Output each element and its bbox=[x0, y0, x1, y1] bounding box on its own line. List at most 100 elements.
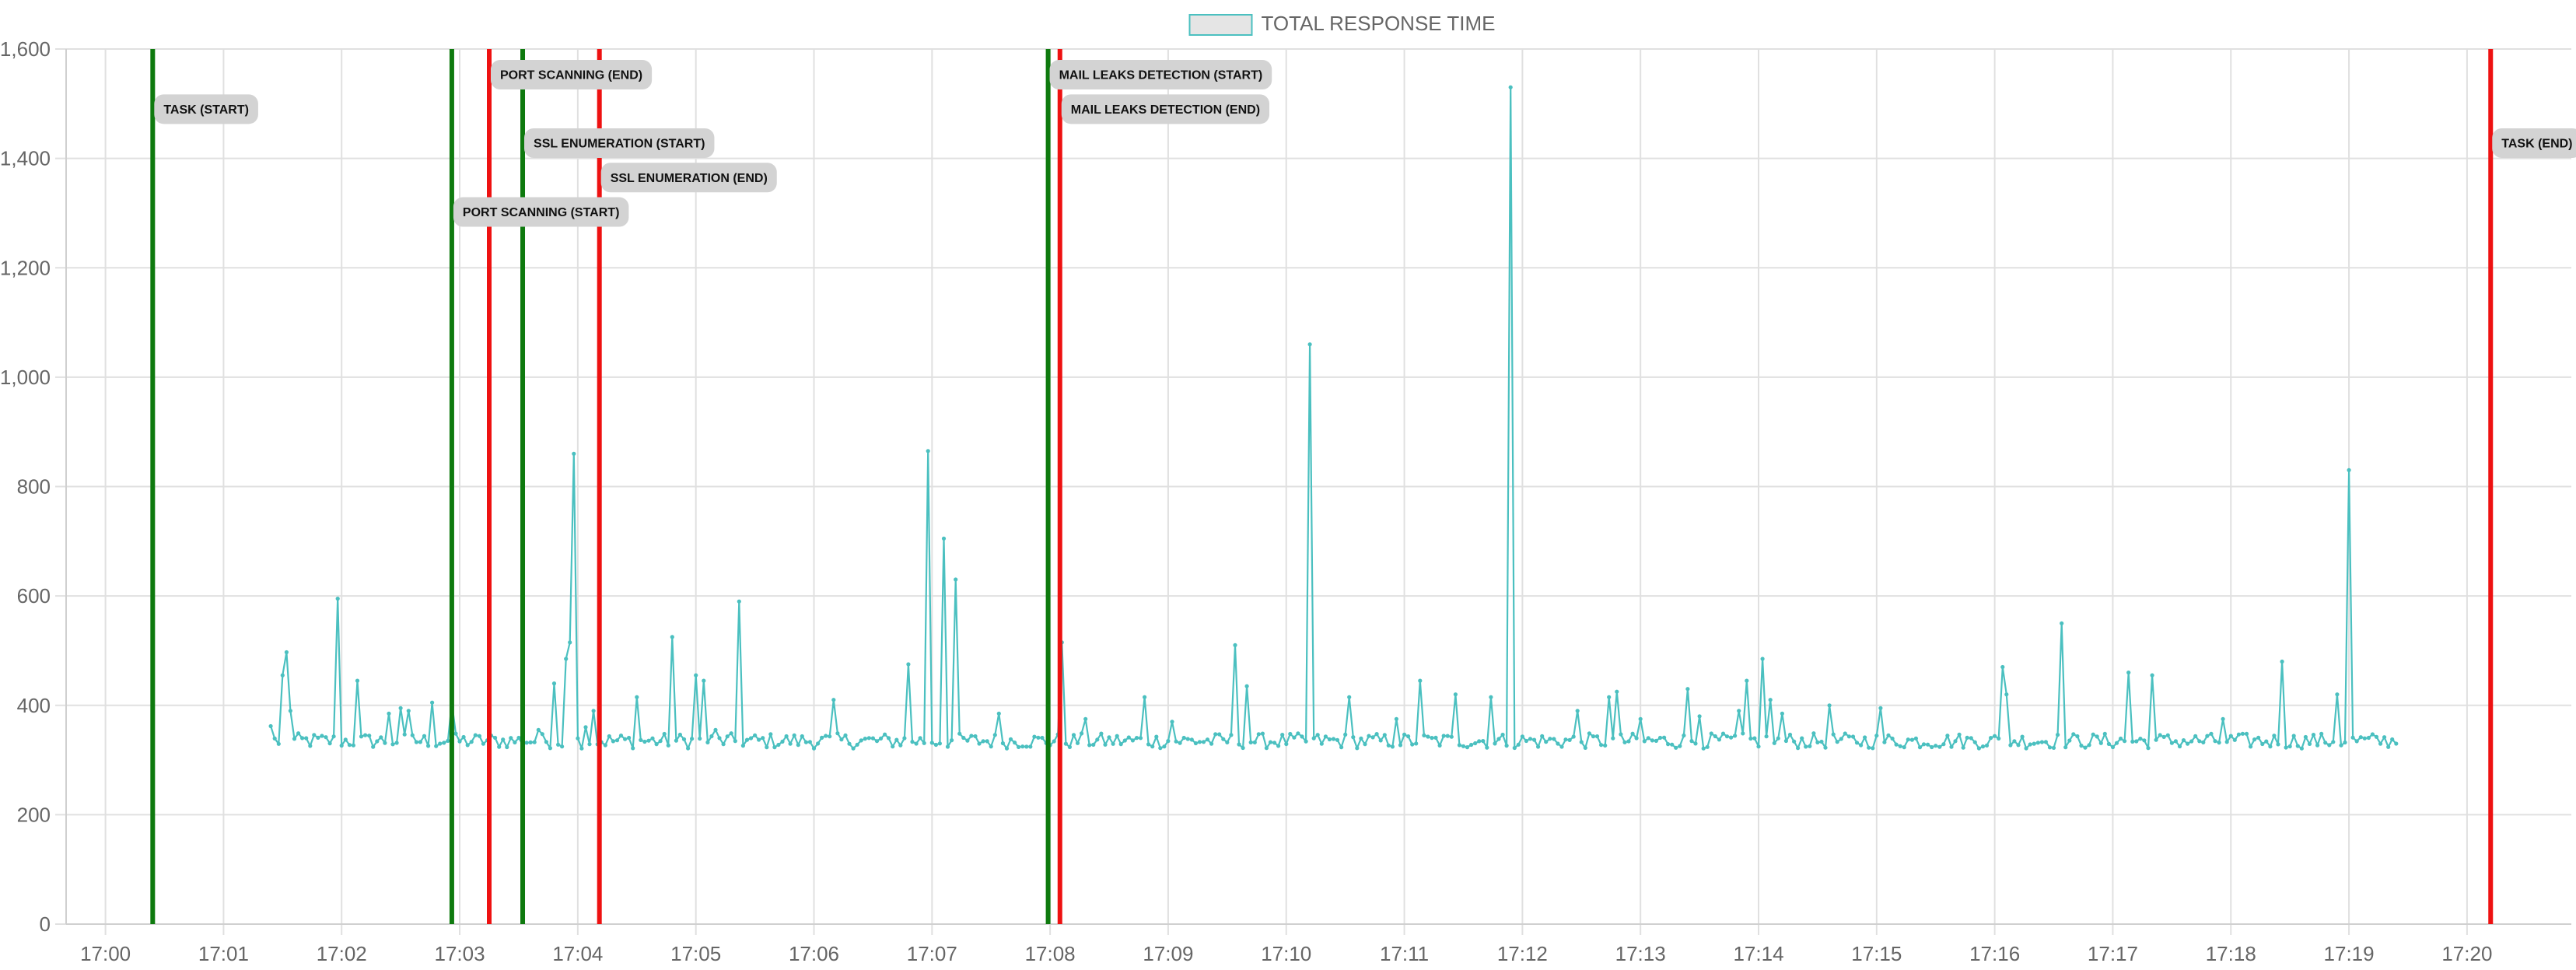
data-point bbox=[784, 734, 789, 739]
data-point bbox=[2154, 737, 2158, 742]
data-point bbox=[1599, 743, 1604, 748]
data-point bbox=[1693, 741, 1698, 746]
x-tick-label: 17:15 bbox=[1851, 942, 1902, 965]
data-point bbox=[1244, 684, 1249, 688]
data-point bbox=[2213, 739, 2217, 744]
data-point bbox=[1871, 746, 1875, 751]
data-point bbox=[1406, 734, 1411, 739]
data-point bbox=[1835, 740, 1839, 744]
data-point bbox=[2146, 746, 2151, 751]
data-point bbox=[1552, 737, 1556, 741]
data-point bbox=[2201, 740, 2206, 745]
data-point bbox=[1724, 734, 1730, 739]
data-point bbox=[1634, 736, 1639, 741]
data-point bbox=[1808, 744, 1812, 748]
data-point bbox=[1111, 741, 1115, 746]
data-point bbox=[1225, 740, 1230, 745]
data-point bbox=[398, 706, 403, 710]
data-point bbox=[1827, 703, 1832, 708]
data-point bbox=[1075, 741, 1080, 745]
data-point bbox=[2343, 740, 2347, 745]
data-point bbox=[796, 743, 800, 748]
data-point bbox=[2098, 741, 2103, 745]
data-point bbox=[1213, 732, 1218, 737]
data-point bbox=[1178, 741, 1182, 745]
data-point bbox=[1013, 741, 1017, 745]
data-point bbox=[2193, 734, 2198, 739]
data-point bbox=[308, 744, 313, 748]
data-point bbox=[2299, 746, 2304, 751]
data-point bbox=[461, 734, 466, 740]
data-point bbox=[1394, 716, 1398, 721]
data-point bbox=[544, 740, 549, 744]
data-point bbox=[548, 746, 553, 751]
data-point bbox=[820, 735, 824, 741]
data-point bbox=[1374, 732, 1379, 737]
y-tick-label: 200 bbox=[17, 803, 51, 826]
data-point bbox=[874, 739, 880, 744]
data-point bbox=[1559, 744, 1564, 749]
data-point bbox=[1989, 736, 1993, 741]
data-point bbox=[2386, 744, 2391, 749]
data-point bbox=[1426, 734, 1430, 739]
data-point bbox=[1674, 745, 1678, 750]
data-point bbox=[1587, 731, 1591, 736]
data-point bbox=[670, 635, 674, 639]
data-point bbox=[351, 743, 355, 748]
data-point bbox=[776, 742, 781, 748]
data-point bbox=[335, 597, 340, 601]
data-point bbox=[1764, 734, 1769, 739]
data-point bbox=[1575, 709, 1580, 713]
data-point bbox=[1913, 736, 1918, 741]
legend[interactable]: TOTAL RESPONSE TIME bbox=[1188, 12, 1496, 36]
data-point bbox=[627, 735, 632, 741]
data-point bbox=[320, 734, 324, 738]
data-point bbox=[780, 739, 785, 744]
data-point bbox=[2004, 692, 2009, 697]
data-point bbox=[501, 737, 506, 742]
data-point bbox=[1304, 739, 1308, 744]
data-point bbox=[1264, 746, 1269, 751]
data-point bbox=[792, 733, 796, 737]
data-point bbox=[1815, 740, 1820, 745]
data-point bbox=[698, 736, 702, 741]
data-point bbox=[2366, 735, 2371, 741]
data-point bbox=[1024, 744, 1029, 749]
data-point bbox=[1272, 741, 1277, 745]
data-point bbox=[1252, 740, 1257, 745]
data-point bbox=[1626, 739, 1631, 744]
data-point bbox=[1107, 735, 1111, 740]
data-point bbox=[2043, 740, 2048, 744]
data-point bbox=[367, 734, 372, 738]
data-point bbox=[1619, 732, 1623, 737]
y-tick-label: 400 bbox=[17, 694, 51, 717]
data-point bbox=[2221, 716, 2225, 721]
data-point bbox=[1500, 732, 1505, 737]
data-point bbox=[2130, 739, 2135, 744]
data-point bbox=[540, 732, 544, 737]
legend-swatch[interactable] bbox=[1188, 14, 1253, 36]
data-point bbox=[2008, 743, 2013, 748]
data-point bbox=[1292, 735, 1297, 740]
data-point bbox=[1166, 739, 1171, 744]
data-point bbox=[1953, 739, 1958, 744]
event-marker-label: SSL ENUMERATION (END) bbox=[611, 172, 768, 185]
data-point bbox=[1367, 734, 1371, 738]
data-point bbox=[631, 746, 635, 751]
data-point bbox=[1571, 734, 1576, 739]
data-point bbox=[1370, 735, 1375, 740]
data-point bbox=[1745, 678, 1749, 683]
data-point bbox=[1957, 732, 1962, 737]
data-point bbox=[1678, 744, 1682, 748]
event-marker-label: MAIL LEAKS DETECTION (START) bbox=[1059, 69, 1263, 82]
data-point bbox=[839, 737, 844, 742]
data-point bbox=[1748, 736, 1753, 741]
data-point bbox=[851, 746, 856, 751]
data-point bbox=[524, 741, 529, 745]
data-point bbox=[284, 650, 289, 655]
y-tick-label: 1,200 bbox=[0, 256, 51, 279]
data-point bbox=[1917, 745, 1923, 750]
data-point bbox=[2186, 741, 2190, 746]
data-point bbox=[583, 725, 588, 730]
legend-label[interactable]: TOTAL RESPONSE TIME bbox=[1262, 12, 1496, 35]
